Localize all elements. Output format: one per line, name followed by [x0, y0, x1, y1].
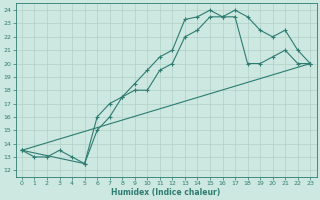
X-axis label: Humidex (Indice chaleur): Humidex (Indice chaleur): [111, 188, 221, 197]
